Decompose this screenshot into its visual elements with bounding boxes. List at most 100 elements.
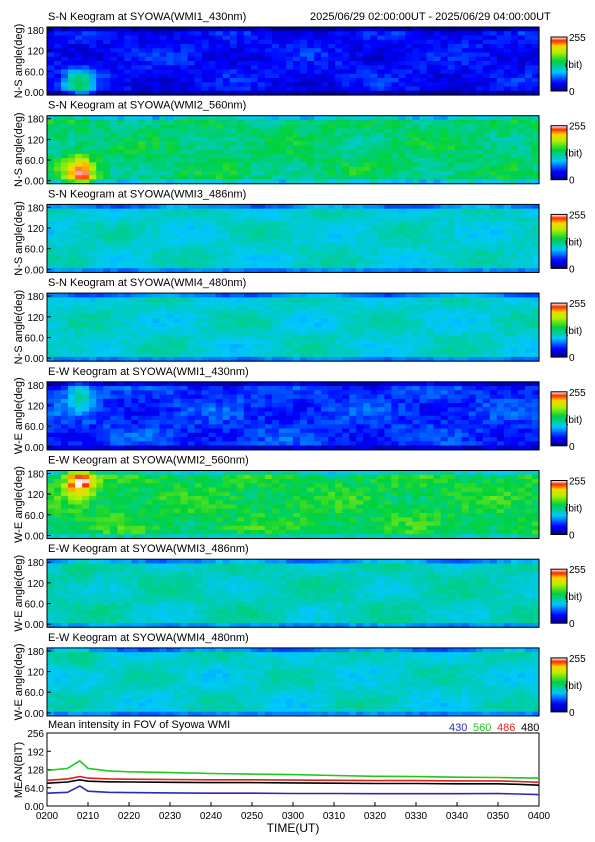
keogram-cell	[96, 234, 104, 239]
keogram-cell	[68, 69, 76, 75]
keogram-cell	[496, 238, 505, 244]
keogram-cell	[293, 73, 301, 79]
keogram-cell	[236, 415, 245, 421]
keogram-cell	[510, 314, 519, 320]
keogram-cell	[54, 124, 62, 130]
keogram-cell	[524, 48, 533, 54]
keogram-cell	[208, 212, 217, 218]
keogram-cell	[377, 175, 385, 181]
keogram-cell	[278, 356, 287, 362]
keogram-cell	[82, 35, 90, 41]
keogram-cell	[447, 242, 456, 248]
keogram-cell	[138, 251, 146, 256]
keogram-cell	[222, 297, 231, 303]
keogram-cell	[215, 35, 224, 41]
keogram-cell	[61, 428, 69, 434]
keogram-cell	[524, 251, 533, 256]
keogram-cell	[145, 356, 154, 362]
keogram-cell	[454, 225, 463, 231]
keogram-cell	[447, 246, 456, 252]
keogram-cell	[250, 204, 259, 210]
keogram-cell	[475, 162, 484, 168]
keogram-cell	[278, 153, 287, 159]
keogram-cell	[468, 297, 477, 303]
keogram-cell	[412, 119, 421, 125]
keogram-cell	[173, 115, 182, 121]
keogram-cell	[405, 322, 414, 328]
keogram-cell	[166, 246, 175, 252]
keogram-cell	[250, 356, 259, 362]
keogram-cell	[475, 212, 484, 218]
keogram-cell	[398, 78, 407, 83]
keogram-cell	[370, 61, 378, 66]
keogram-cell	[117, 115, 125, 121]
keogram-cell	[293, 217, 301, 222]
keogram-cell	[68, 356, 76, 362]
keogram-cell	[124, 263, 132, 269]
keogram-cell	[159, 115, 168, 121]
keogram-cell	[124, 441, 132, 447]
keogram-cell	[278, 221, 287, 227]
keogram-cell	[110, 162, 118, 168]
keogram-cell	[271, 90, 280, 96]
keogram-cell	[257, 238, 266, 244]
keogram-cell	[208, 327, 217, 332]
keogram-cell	[391, 69, 400, 75]
keogram-cell	[96, 403, 104, 408]
keogram-cell	[391, 348, 400, 354]
keogram-cell	[510, 212, 519, 218]
keogram-cell	[166, 322, 175, 328]
keogram-cell	[384, 356, 392, 362]
keogram-cell	[222, 398, 231, 404]
keogram-cell	[314, 305, 322, 311]
keogram-cell	[131, 39, 139, 45]
keogram-cell	[145, 225, 154, 231]
keogram-cell	[215, 221, 224, 227]
keogram-cell	[89, 179, 97, 185]
keogram-cell	[194, 119, 203, 125]
keogram-cell	[419, 344, 428, 349]
keogram-cell	[517, 149, 526, 155]
keogram-cell	[61, 381, 69, 387]
keogram-cell	[433, 119, 442, 125]
keogram-cell	[426, 69, 435, 75]
keogram-cell	[145, 335, 154, 341]
keogram-cell	[159, 86, 168, 92]
keogram-cell	[194, 124, 203, 130]
keogram-cell	[68, 124, 76, 130]
keogram-cell	[356, 115, 364, 121]
keogram-cell	[103, 344, 111, 349]
keogram-cell	[166, 255, 175, 261]
keogram-cell	[138, 403, 146, 408]
keogram-cell	[180, 415, 189, 421]
keogram-cell	[503, 128, 512, 134]
keogram-cell	[363, 86, 371, 92]
keogram-cell	[243, 149, 252, 155]
keogram-cell	[454, 263, 463, 269]
keogram-cell	[166, 149, 175, 155]
keogram-cell	[510, 259, 519, 265]
keogram-cell	[503, 327, 512, 332]
keogram-cell	[82, 141, 90, 147]
keogram-cell	[54, 318, 62, 324]
keogram-cell	[103, 301, 111, 307]
keogram-cell	[82, 441, 90, 447]
keogram-cell	[103, 318, 111, 324]
keogram-cell	[398, 175, 407, 181]
keogram-cell	[405, 179, 414, 185]
keogram-cell	[145, 259, 154, 265]
keogram-cell	[75, 293, 83, 298]
keogram-cell	[159, 238, 168, 244]
keogram-cell	[503, 305, 512, 311]
keogram-cell	[110, 297, 118, 303]
keogram-cell	[201, 432, 210, 438]
keogram-cell	[293, 31, 301, 37]
keogram-cell	[173, 305, 182, 311]
keogram-cell	[524, 119, 533, 125]
keogram-cell	[208, 145, 217, 151]
keogram-cell	[419, 48, 428, 54]
keogram-cell	[124, 136, 132, 142]
keogram-cell	[517, 48, 526, 54]
keogram-cell	[117, 158, 125, 164]
keogram-cell	[250, 179, 259, 185]
